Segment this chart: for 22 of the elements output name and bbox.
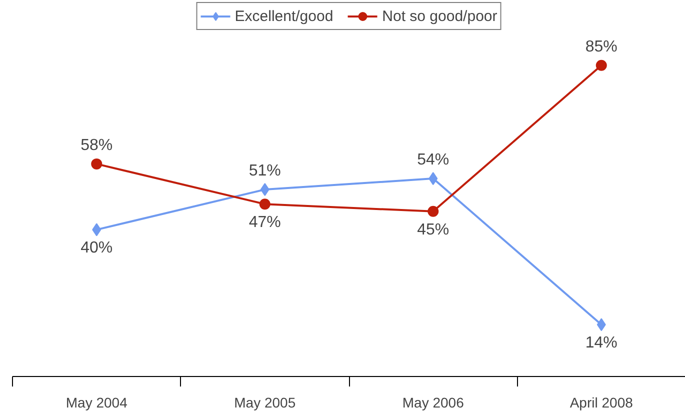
legend-label: Excellent/good [234, 8, 334, 24]
x-tick-label: May 2005 [234, 394, 296, 410]
data-label: 47% [248, 214, 281, 232]
data-label: 51% [248, 162, 281, 180]
point [428, 172, 438, 186]
data-label: 40% [80, 240, 113, 257]
point [428, 206, 439, 217]
x-tick-label: April 2008 [570, 394, 634, 410]
data-label: 14% [585, 334, 618, 352]
x-tick-label: May 2004 [66, 394, 128, 410]
data-label: 85% [585, 38, 618, 56]
x-tick-label: May 2006 [402, 394, 464, 410]
data-label: 58% [80, 136, 113, 154]
point [596, 60, 607, 71]
point [259, 198, 270, 210]
point [91, 158, 102, 170]
legend-label: Not so good/poor [382, 8, 498, 24]
point [260, 183, 270, 196]
point [92, 223, 102, 236]
data-label: 54% [417, 152, 450, 169]
point [596, 318, 606, 332]
data-label: 45% [417, 221, 450, 238]
